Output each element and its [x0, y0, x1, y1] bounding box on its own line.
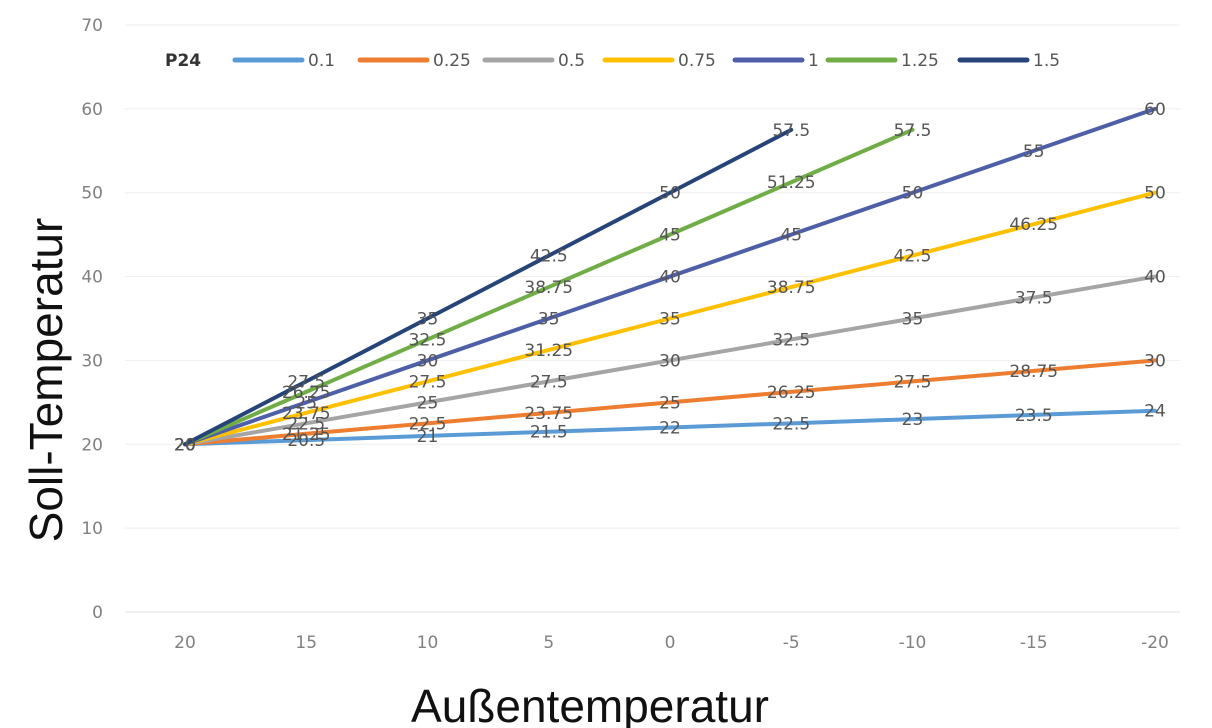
y-tick-label: 50: [81, 184, 103, 204]
data-label: 35: [417, 310, 439, 330]
data-label: 30: [1144, 351, 1166, 371]
data-label: 23.5: [1015, 406, 1053, 426]
legend-label: 0.1: [308, 51, 335, 71]
data-labels: 20 20.5 21 21.5 22 22.5 23 23.5 242021.2522.523.…: [174, 100, 1166, 455]
data-label: 26.25: [282, 383, 331, 403]
data-label: 21.5: [530, 423, 568, 443]
x-tick-label: 20: [174, 633, 196, 653]
series-line-0.1: [183, 408, 1157, 447]
data-label: 22.5: [287, 414, 325, 434]
data-label: 37.5: [1015, 289, 1053, 309]
data-label: 20: [174, 435, 196, 455]
series-line-0.5: [183, 274, 1157, 447]
data-label: 25: [295, 393, 317, 413]
y-tick-label: 20: [81, 435, 103, 455]
data-label: 50: [902, 184, 924, 204]
series-line-0.75: [183, 190, 1157, 447]
data-label: 55: [1023, 142, 1045, 162]
data-label: 24: [1144, 402, 1166, 422]
data-label: 20: [174, 435, 196, 455]
data-label: 22: [659, 419, 681, 439]
y-tick-label: 40: [81, 268, 103, 288]
data-label: 20: [174, 435, 196, 455]
data-label: 20: [174, 435, 196, 455]
legend-label: 1.25: [901, 51, 939, 71]
data-label: 22.5: [409, 414, 447, 434]
data-label: 38.75: [767, 278, 816, 298]
y-tick-label: 30: [81, 351, 103, 371]
data-label: 40: [659, 268, 681, 288]
data-label: 51.25: [767, 173, 816, 193]
data-label: 45: [659, 226, 681, 246]
y-axis-title: Soll-Temperatur: [20, 218, 72, 543]
data-label: 27.5: [409, 372, 447, 392]
data-label: 25: [659, 393, 681, 413]
data-label: 35: [659, 310, 681, 330]
data-label: 38.75: [524, 278, 573, 298]
data-label: 27.5: [530, 372, 568, 392]
data-label: 35: [538, 310, 560, 330]
x-tick-label: 15: [295, 633, 317, 653]
data-label: 28.75: [1009, 362, 1058, 382]
x-tick-label: -15: [1020, 633, 1048, 653]
data-label: 30: [417, 351, 439, 371]
x-tick-label: 5: [543, 633, 554, 653]
y-tick-label: 0: [92, 603, 103, 623]
data-label: 20: [174, 435, 196, 455]
data-label: 25: [417, 393, 439, 413]
data-label: 32.5: [772, 330, 810, 350]
legend-label: 0.5: [558, 51, 585, 71]
x-tick-label: 10: [417, 633, 439, 653]
legend-label: 0.75: [678, 51, 716, 71]
data-label: 50: [659, 184, 681, 204]
data-label: 22.5: [772, 414, 810, 434]
data-label: 27.5: [287, 372, 325, 392]
data-label: 45: [780, 226, 802, 246]
data-label: 20: [174, 435, 196, 455]
y-axis-ticks: 0 10 20 30 40 50 60 70: [81, 16, 103, 623]
data-label: 31.25: [524, 341, 573, 361]
data-label: 42.5: [894, 247, 932, 267]
x-tick-label: 0: [665, 633, 676, 653]
legend-title: P24: [165, 51, 201, 71]
data-label: 20: [174, 435, 196, 455]
data-label: 35: [902, 310, 924, 330]
data-label: 32.5: [409, 330, 447, 350]
data-label: 60: [1144, 100, 1166, 120]
data-label: 23.75: [282, 404, 331, 424]
series-line-1.25: [183, 127, 915, 447]
data-label: 50: [1144, 184, 1166, 204]
data-label: 26.25: [767, 383, 816, 403]
legend-label: 1.5: [1033, 51, 1060, 71]
legend: P24 0.1 0.25 0.5 0.75 1 1.25 1.5: [165, 51, 1060, 71]
data-label: 27.5: [894, 372, 932, 392]
data-label: 42.5: [530, 247, 568, 267]
y-tick-label: 70: [81, 16, 103, 36]
x-tick-label: -10: [899, 633, 927, 653]
data-label: 46.25: [1009, 215, 1058, 235]
x-tick-label: -20: [1141, 633, 1169, 653]
y-tick-label: 60: [81, 100, 103, 120]
data-label: 21.25: [282, 425, 331, 445]
x-axis-title: Außentemperatur: [411, 680, 769, 728]
legend-label: 0.25: [433, 51, 471, 71]
legend-label: 1: [808, 51, 819, 71]
data-label: 21: [417, 427, 439, 447]
series-line-1: [183, 106, 1157, 447]
y-tick-label: 10: [81, 519, 103, 539]
series-line-0.25: [183, 358, 1157, 447]
data-label: 57.5: [772, 121, 810, 141]
data-label: 23: [902, 410, 924, 430]
data-label: 20.5: [287, 431, 325, 451]
data-label: 30: [659, 351, 681, 371]
series-line-1.5: [183, 127, 794, 447]
data-label: 23.75: [524, 404, 573, 424]
x-tick-label: -5: [783, 633, 800, 653]
gridlines: [125, 24, 1180, 613]
series-lines: [183, 106, 1157, 447]
data-label: 40: [1144, 268, 1166, 288]
data-label: 57.5: [894, 121, 932, 141]
x-axis-ticks: 20 15 10 5 0 -5 -10 -15 -20: [174, 633, 1169, 653]
